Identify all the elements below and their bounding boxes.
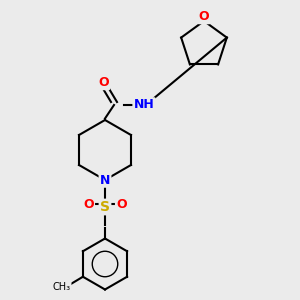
- Text: O: O: [116, 197, 127, 211]
- Text: NH: NH: [134, 98, 154, 112]
- Text: O: O: [98, 76, 109, 89]
- Text: O: O: [83, 197, 94, 211]
- Text: N: N: [100, 173, 110, 187]
- Text: CH₃: CH₃: [53, 282, 71, 292]
- Text: S: S: [100, 200, 110, 214]
- Text: O: O: [199, 10, 209, 23]
